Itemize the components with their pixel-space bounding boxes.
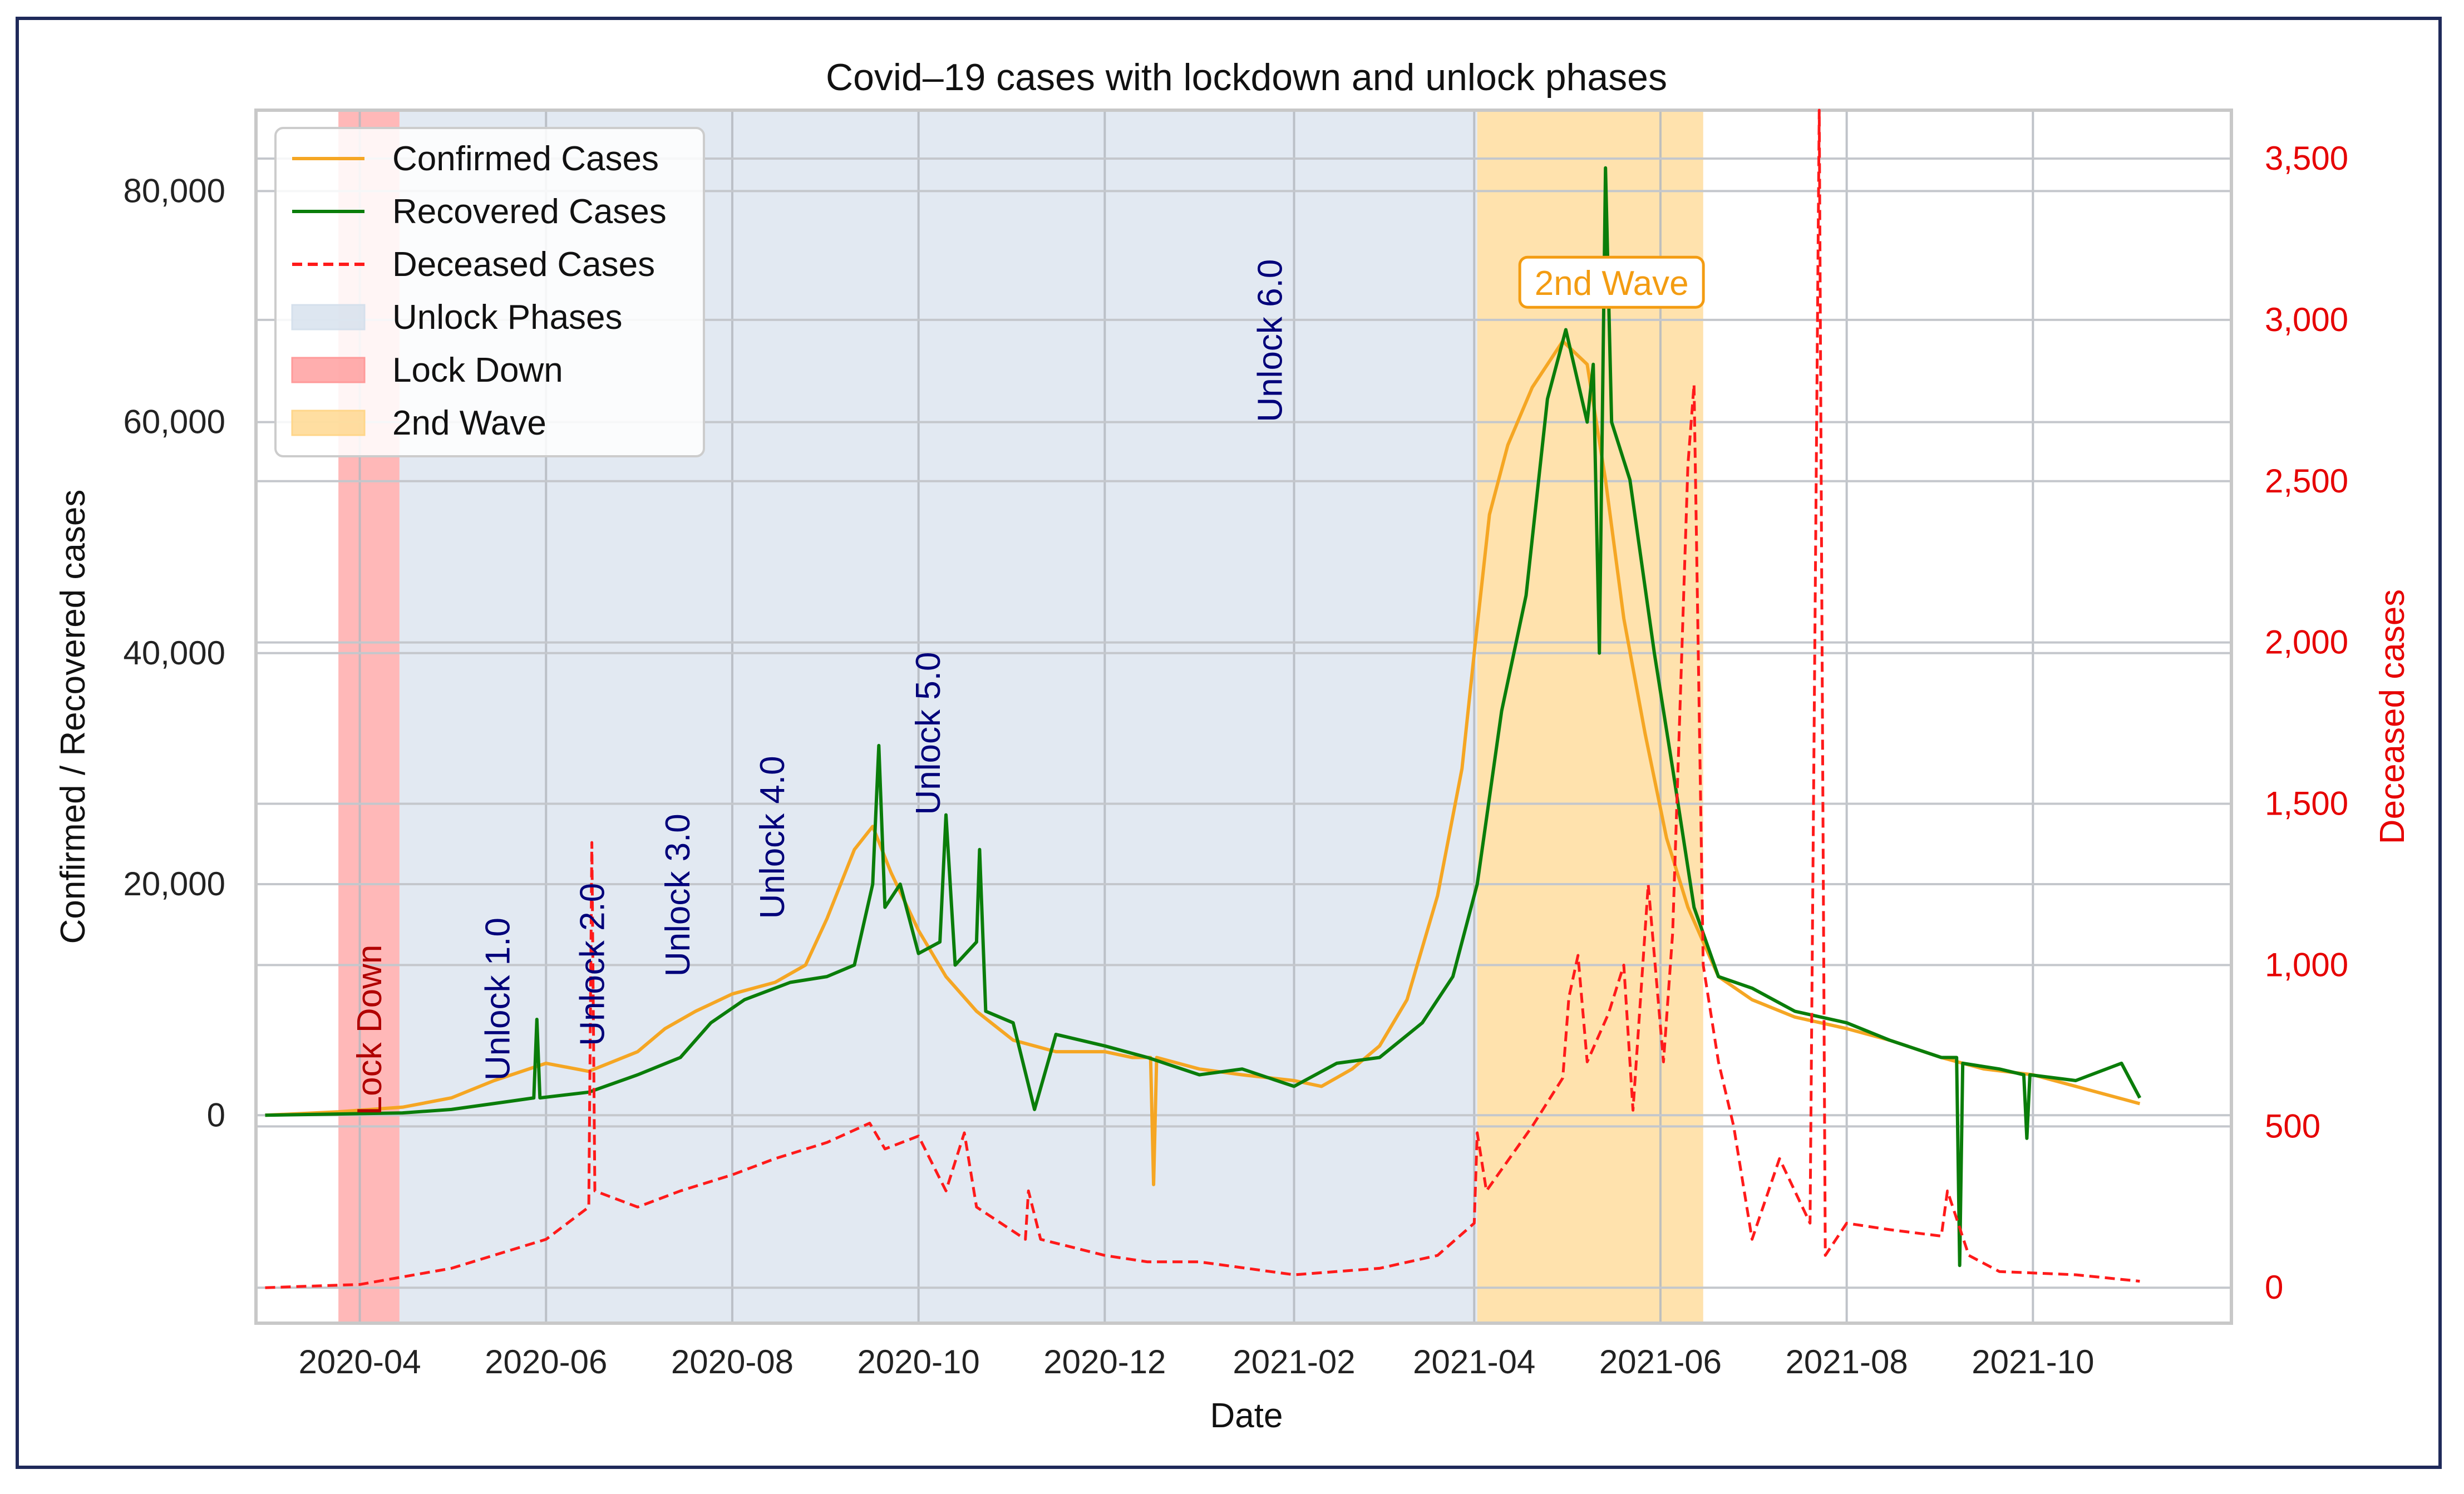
legend-label-confirmed-cases: Confirmed Cases — [392, 140, 659, 178]
x-tick-label: 2020-12 — [1043, 1343, 1166, 1380]
y2-tick-label: 1,000 — [2265, 946, 2348, 983]
x-tick-label: 2020-10 — [858, 1343, 980, 1380]
x-tick-label: 2021-10 — [1972, 1343, 2094, 1380]
wave-label: 2nd Wave — [1535, 264, 1689, 303]
x-tick-label: 2021-02 — [1233, 1343, 1355, 1380]
y2-tick-label: 3,500 — [2265, 140, 2348, 177]
x-tick-label: 2020-08 — [671, 1343, 794, 1380]
y2-axis-label: Deceased cases — [2373, 589, 2412, 844]
phase-label-unlock-3-0: Unlock 3.0 — [659, 813, 697, 977]
legend-swatch-unlock-phases — [291, 304, 366, 331]
wave-label-box — [1518, 255, 1705, 309]
series-recovered-cases — [265, 166, 2142, 1268]
x-tick-label: 2020-04 — [298, 1343, 421, 1380]
y2-tick-label: 1,500 — [2265, 785, 2348, 822]
legend-label-deceased-cases: Deceased Cases — [392, 245, 655, 284]
series-layer — [265, 109, 2142, 1289]
y-tick-label: 20,000 — [123, 865, 225, 903]
legend-label-recovered-cases: Recovered Cases — [392, 193, 667, 231]
legend-box — [274, 127, 705, 457]
y-tick-label: 40,000 — [123, 634, 225, 672]
y2-tick-label: 0 — [2265, 1269, 2283, 1306]
axes: 2020-04 2020-06 2020-08 2020-10 2020-12 2021-… — [123, 140, 2348, 1380]
phase-label-unlock-1-0: Unlock 1.0 — [479, 918, 517, 1081]
x-tick-label: 2020-06 — [485, 1343, 607, 1380]
phase-label-unlock-5-0: Unlock 5.0 — [909, 652, 948, 815]
phase-labels: Lock Down Unlock 1.0 Unlock 2.0 Unlock 3.0 U… — [351, 255, 1705, 1116]
chart-title: Covid–19 cases with lockdown and unlock … — [826, 56, 1667, 98]
phase-label-unlock-6-0: Unlock 6.0 — [1251, 259, 1290, 422]
legend-swatch-lock-down — [291, 357, 366, 383]
legend: Confirmed Cases Recovered Cases Deceased C… — [274, 127, 705, 457]
y-tick-label: 80,000 — [123, 172, 225, 209]
legend-swatch-2nd-wave — [291, 410, 366, 436]
y2-tick-label: 3,000 — [2265, 301, 2348, 338]
phase-label-unlock-4-0: Unlock 4.0 — [753, 756, 792, 919]
y-tick-label: 60,000 — [123, 403, 225, 441]
y-tick-label: 0 — [207, 1096, 225, 1133]
y2-tick-label: 500 — [2265, 1107, 2320, 1145]
plot-area-border — [254, 109, 2233, 1325]
x-tick-label: 2021-04 — [1413, 1343, 1535, 1380]
legend-label-unlock-phases: Unlock Phases — [392, 298, 623, 337]
y-axis-label: Confirmed / Recovered cases — [54, 490, 92, 944]
x-axis-label: Date — [1210, 1397, 1283, 1435]
y2-tick-label: 2,500 — [2265, 462, 2348, 500]
legend-label-lock-down: Lock Down — [392, 351, 563, 389]
phase-label-unlock-2-0: Unlock 2.0 — [574, 883, 612, 1046]
legend-label-2nd-wave: 2nd Wave — [392, 404, 546, 442]
phase-label-lock-down: Lock Down — [351, 945, 389, 1116]
y2-tick-label: 2,000 — [2265, 624, 2348, 661]
x-tick-label: 2021-08 — [1786, 1343, 1908, 1380]
x-tick-label: 2021-06 — [1599, 1343, 1722, 1380]
series-confirmed-cases — [265, 339, 2141, 1186]
